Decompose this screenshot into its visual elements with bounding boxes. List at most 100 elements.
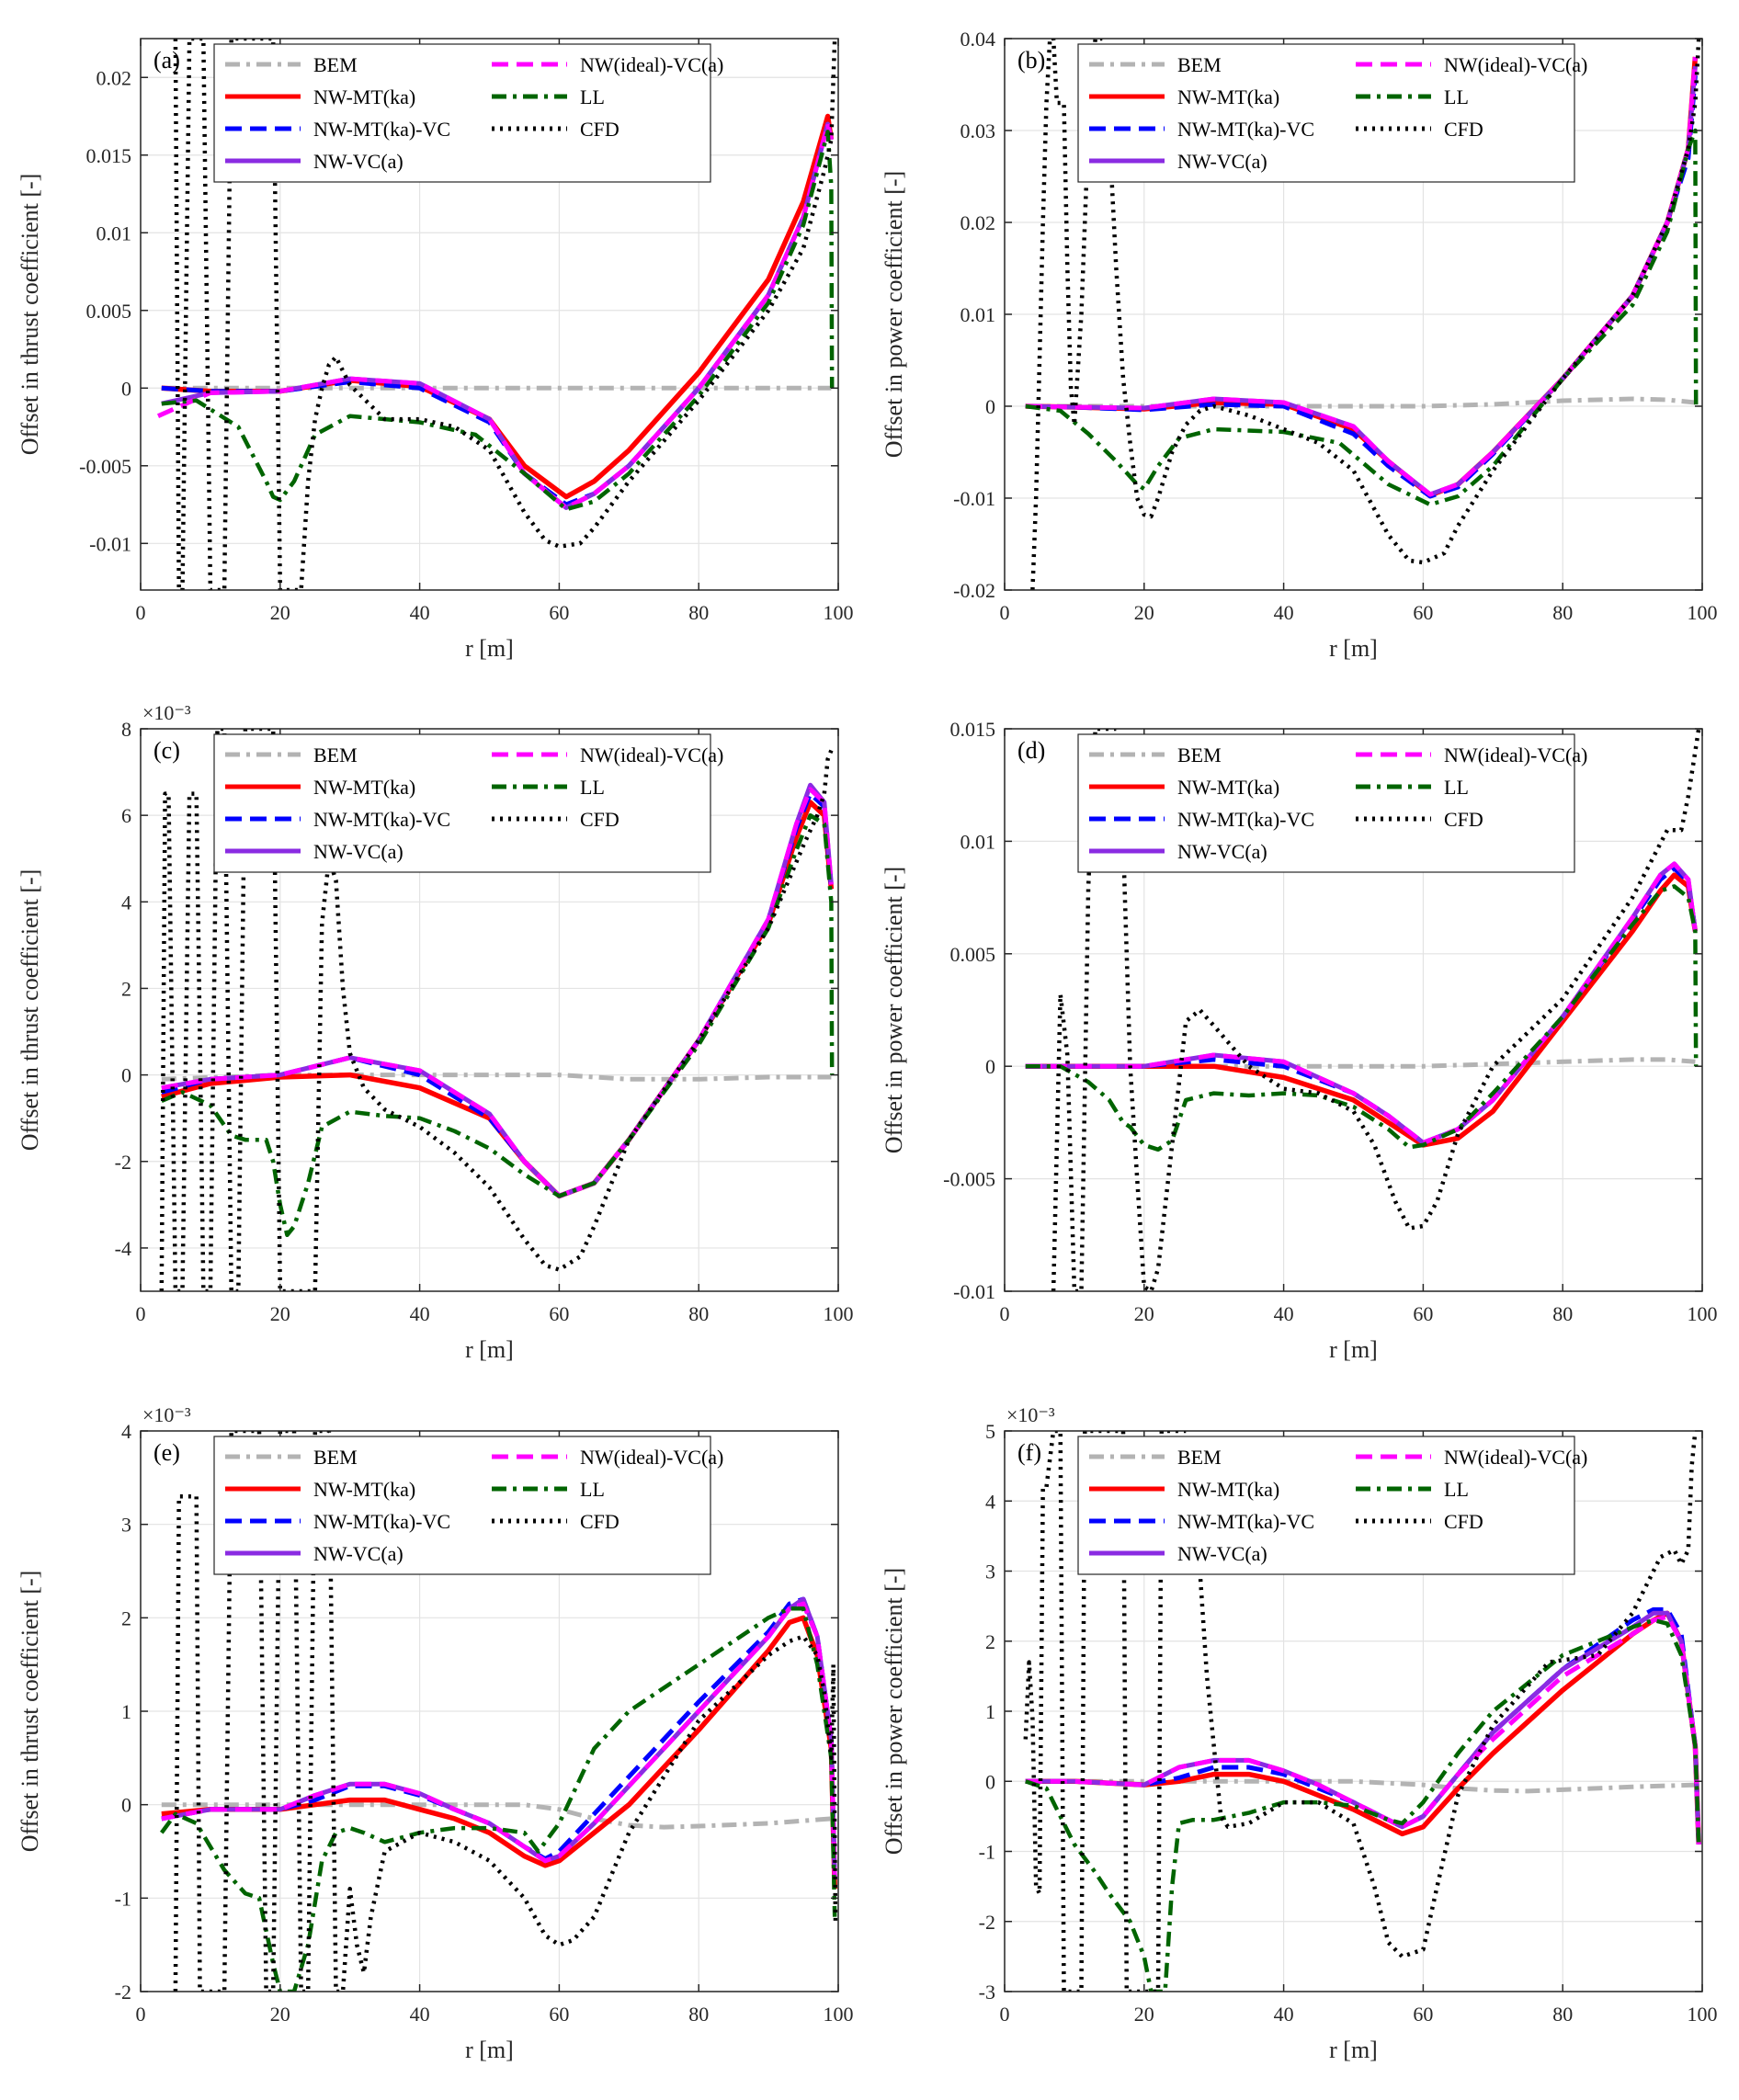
chart-panel-4: 0 20 40 60 80 100 -0.01 -0.005 0 0.005 0.01 0.015 r …	[881, 718, 1718, 1363]
y-tick-label: -2	[115, 1981, 131, 2004]
chart-panel-5: 0 20 40 60 80 100 -2 -1 0 1 2 3 4 ×10⁻³ r [m] Offset in…	[17, 1403, 854, 2063]
series-line-nw-ideal-vc-a	[1025, 861, 1698, 1145]
x-tick-label: 80	[1552, 2003, 1573, 2026]
legend-label: NW-MT(ka)	[1177, 776, 1279, 799]
legend-label: NW-MT(ka)	[1177, 1478, 1279, 1501]
y-tick-label: 1	[985, 1700, 995, 1723]
x-tick-label: 80	[688, 2003, 709, 2026]
legend: BEM NW-MT(ka) NW-MT(ka)-VC NW-VC(a) NW(ideal…	[1077, 733, 1587, 873]
legend-label: CFD	[580, 1510, 619, 1533]
y-tick-label: 8	[121, 718, 131, 741]
series-line-nw-ideal-vc-a	[161, 787, 834, 1198]
series-group	[1025, 39, 1701, 590]
y-tick-label: 0	[985, 395, 995, 418]
panel-letter: (a)	[153, 47, 180, 74]
series-line-bem	[161, 1073, 832, 1082]
legend-label: NW-MT(ka)-VC	[313, 808, 450, 831]
legend-label: CFD	[1444, 808, 1483, 831]
x-axis-label: r [m]	[465, 2037, 514, 2063]
y-tick-label: 0.02	[97, 66, 132, 89]
legend-label: BEM	[313, 744, 358, 766]
legend-label: BEM	[313, 1446, 358, 1469]
y-tick-label: -1	[979, 1841, 995, 1864]
axis-multiplier: ×10⁻³	[142, 1403, 191, 1426]
legend-label: BEM	[1177, 744, 1222, 766]
legend-label: CFD	[1444, 1510, 1483, 1533]
axes-frame	[1004, 728, 1703, 1292]
series-line-ll	[159, 1606, 837, 1992]
legend-label: NW-VC(a)	[1177, 840, 1267, 863]
legend-label: NW-MT(ka)	[1177, 85, 1279, 108]
series-line-nw-mt-ka-vc	[1025, 1606, 1701, 1845]
y-tick-label: 4	[121, 1420, 131, 1443]
y-tick-label: 0.015	[86, 144, 132, 167]
x-tick-label: 40	[1274, 1302, 1294, 1325]
y-tick-label: -0.005	[79, 455, 131, 478]
y-tick-label: -0.005	[943, 1168, 995, 1191]
x-tick-label: 20	[1134, 601, 1154, 624]
x-tick-label: 60	[1413, 1302, 1433, 1325]
legend-label: CFD	[580, 808, 619, 831]
y-axis-label: Offset in power coefficient [-]	[881, 1568, 907, 1855]
series-line-nw-mt-ka	[1025, 872, 1699, 1148]
x-tick-label: 40	[410, 2003, 430, 2026]
x-tick-label: 60	[549, 601, 569, 624]
legend-label: NW-MT(ka)	[313, 776, 415, 799]
x-tick-label: 20	[270, 2003, 290, 2026]
series-line-ll	[1025, 884, 1699, 1152]
series-line-ll	[161, 130, 835, 512]
x-tick-label: 40	[1274, 601, 1294, 624]
legend-label: BEM	[313, 53, 358, 76]
series-line-cfd	[1051, 729, 1701, 1291]
series-line-bem	[161, 1802, 832, 1830]
y-tick-label: 0.01	[960, 303, 996, 326]
series-line-nw-ideal-vc-a	[161, 1601, 837, 1880]
legend-label: NW-MT(ka)-VC	[1177, 1510, 1314, 1533]
x-tick-label: 100	[1688, 601, 1718, 624]
legend-label: NW-VC(a)	[313, 150, 403, 173]
x-tick-label: 40	[410, 1302, 430, 1325]
series-line-nw-ideal-vc-a	[1025, 56, 1698, 497]
x-tick-label: 80	[688, 601, 709, 624]
y-tick-label: 3	[121, 1514, 131, 1537]
y-tick-label: 2	[121, 1606, 131, 1629]
legend-label: LL	[580, 776, 605, 799]
series-line-cfd	[159, 729, 834, 1291]
y-tick-label: -1	[115, 1887, 131, 1910]
legend-label: LL	[580, 85, 605, 108]
legend-label: NW(ideal)-VC(a)	[1444, 744, 1587, 766]
series-group	[1023, 1431, 1701, 1992]
legend: BEM NW-MT(ka) NW-MT(ka)-VC NW-VC(a) NW(ideal…	[213, 1436, 723, 1575]
y-tick-label: 4	[985, 1490, 995, 1513]
legend: BEM NW-MT(ka) NW-MT(ka)-VC NW-VC(a) NW(ideal…	[1077, 43, 1587, 183]
y-tick-label: -0.01	[953, 1280, 995, 1303]
y-axis-label: Offset in power coefficient [-]	[881, 171, 907, 458]
x-tick-label: 0	[136, 1302, 146, 1325]
x-tick-label: 60	[1413, 2003, 1433, 2026]
legend-label: NW(ideal)-VC(a)	[580, 53, 723, 76]
y-tick-label: 0	[985, 1770, 995, 1793]
y-tick-label: 1	[121, 1700, 131, 1723]
y-tick-label: 0.01	[960, 830, 996, 853]
series-line-ll	[1025, 128, 1699, 507]
y-axis-label: Offset in thrust coefficient [-]	[17, 174, 43, 456]
axis-multiplier: ×10⁻³	[142, 701, 191, 724]
legend-label: NW-MT(ka)-VC	[313, 118, 450, 141]
x-tick-label: 20	[1134, 2003, 1154, 2026]
axes-frame	[140, 728, 839, 1292]
series-group	[159, 729, 835, 1291]
legend-label: NW-VC(a)	[313, 1542, 403, 1565]
x-tick-label: 40	[410, 601, 430, 624]
x-tick-label: 80	[1552, 601, 1573, 624]
x-tick-label: 80	[688, 1302, 709, 1325]
series-group	[156, 39, 837, 590]
legend-label: NW-VC(a)	[313, 840, 403, 863]
y-tick-label: -0.02	[953, 579, 995, 602]
chart-panel-1: 0 20 40 60 80 100 -0.01 -0.005 0 0.005 0.01 0.015 0.…	[17, 38, 854, 662]
y-tick-label: 2	[121, 977, 131, 1000]
x-tick-label: 100	[1688, 2003, 1718, 2026]
series-line-cfd	[1023, 1431, 1698, 1992]
x-tick-label: 20	[270, 601, 290, 624]
y-tick-label: 0.005	[950, 943, 996, 966]
